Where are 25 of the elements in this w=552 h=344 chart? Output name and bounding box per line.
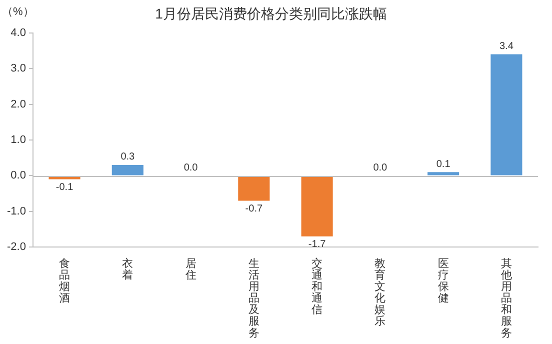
- data-label: -0.7: [245, 203, 263, 214]
- data-label: -1.7: [308, 239, 326, 250]
- data-label: 3.4: [499, 40, 514, 52]
- y-tick-label: 2.0: [10, 98, 26, 110]
- y-tick-label: 4.0: [10, 26, 26, 39]
- data-label: 0.0: [373, 162, 388, 174]
- y-tick-label: -2.0: [6, 241, 26, 254]
- x-tick-label: 衣着: [122, 256, 134, 282]
- x-tick-label: 其他用品和服务: [500, 256, 512, 340]
- y-tick-label: 3.0: [10, 62, 26, 75]
- data-label: 0.1: [436, 158, 451, 170]
- y-axis-title: （%）: [2, 6, 34, 18]
- data-label: 0.3: [120, 152, 136, 163]
- chart-title: 1月份居民消费价格分类别同比涨跌幅: [155, 5, 387, 22]
- y-tick-label: 1.0: [10, 134, 26, 146]
- x-tick-label: 生活用品及服务: [248, 256, 260, 340]
- data-label: -0.1: [56, 182, 74, 194]
- x-tick-label: 食品烟酒: [59, 258, 70, 305]
- x-tick-label: 教育文化娱乐: [374, 258, 386, 328]
- y-tick-label: -1.0: [6, 205, 26, 218]
- x-tick-label: 交通和通信: [312, 256, 323, 316]
- y-tick-label: 0.0: [10, 170, 26, 182]
- x-tick-label: 医疗保健: [438, 258, 449, 305]
- x-tick-label: 居住: [185, 258, 196, 282]
- data-label: 0.0: [184, 162, 198, 174]
